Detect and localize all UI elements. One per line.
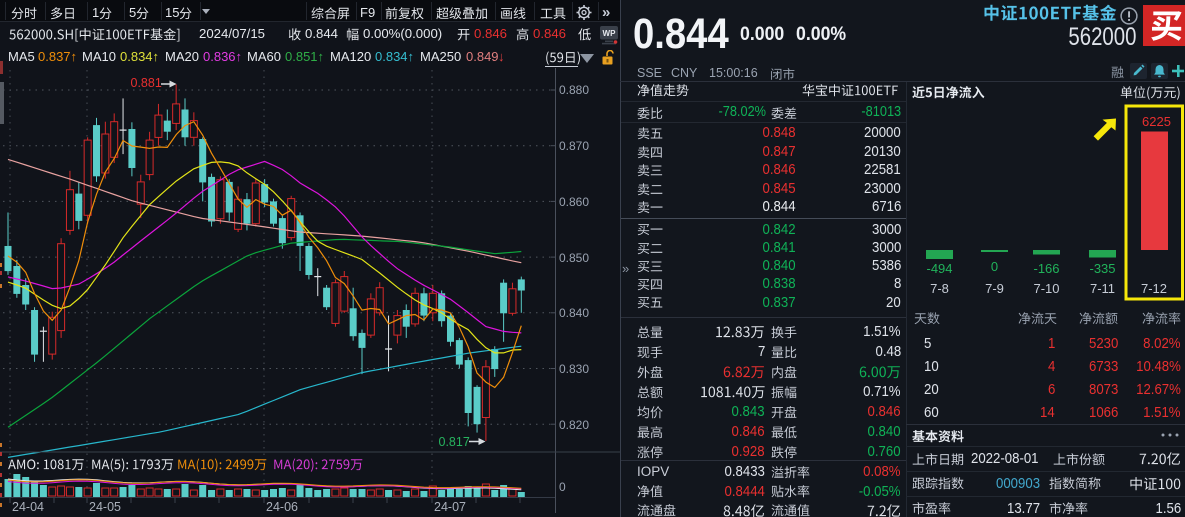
svg-text:WP: WP — [603, 29, 617, 38]
